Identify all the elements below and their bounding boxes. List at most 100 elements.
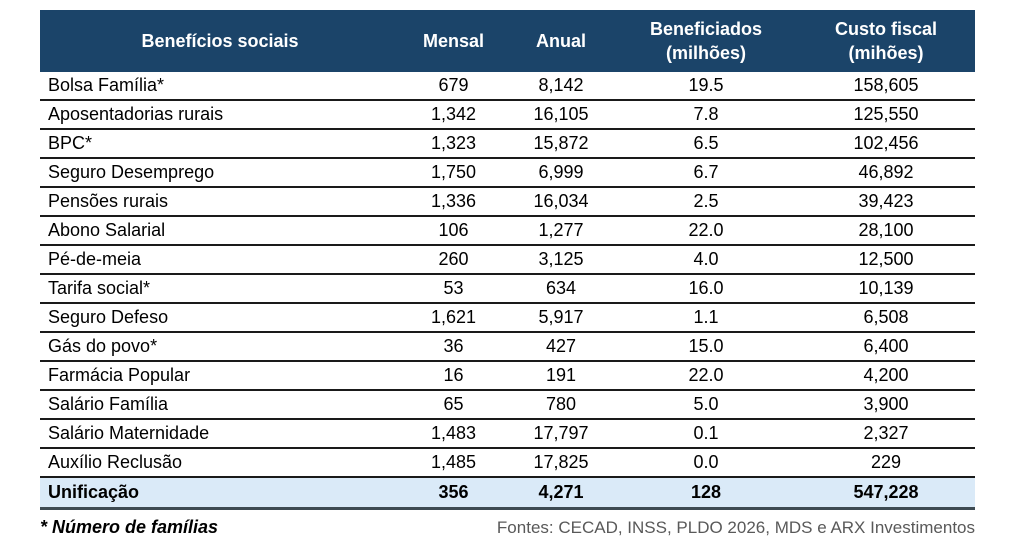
custo-fiscal-cell: 158,605 [797,72,975,101]
table-row: Bolsa Família* 679 8,142 19.5 158,605 [40,72,975,101]
custo-fiscal-cell: 12,500 [797,245,975,275]
benefit-name-cell: Salário Maternidade [40,419,400,449]
table-row: Pé-de-meia 260 3,125 4.0 12,500 [40,245,975,275]
benefit-name-cell: BPC* [40,129,400,159]
benefit-name-cell: Auxílio Reclusão [40,448,400,478]
anual-cell: 6,999 [507,158,615,188]
header-row: Benefícios sociais Mensal Anual Benefici… [40,10,975,72]
anual-cell: 634 [507,274,615,304]
custo-fiscal-cell: 2,327 [797,419,975,449]
benefits-table-figure: Benefícios sociais Mensal Anual Benefici… [40,10,975,537]
beneficiados-cell: 0.0 [615,448,797,478]
beneficiados-cell: 5.0 [615,390,797,420]
mensal-cell: 260 [400,245,507,275]
beneficiados-cell: 22.0 [615,361,797,391]
mensal-cell: 16 [400,361,507,391]
mensal-cell: 679 [400,72,507,101]
mensal-cell: 1,485 [400,448,507,478]
table-row: Aposentadorias rurais 1,342 16,105 7.8 125,5… [40,100,975,130]
table-row: BPC* 1,323 15,872 6.5 102,456 [40,129,975,159]
beneficiados-cell: 6.7 [615,158,797,188]
anual-cell: 780 [507,390,615,420]
mensal-cell: 1,750 [400,158,507,188]
mensal-cell: 1,342 [400,100,507,130]
mensal-cell: 1,621 [400,303,507,333]
anual-cell: 5,917 [507,303,615,333]
beneficiados-cell: 0.1 [615,419,797,449]
table-row: Seguro Defeso 1,621 5,917 1.1 6,508 [40,303,975,333]
beneficiados-cell: 19.5 [615,72,797,101]
sources: Fontes: CECAD, INSS, PLDO 2026, MDS e AR… [496,518,975,537]
beneficiados-cell: 2.5 [615,187,797,217]
anual-cell: 1,277 [507,216,615,246]
benefit-name-cell: Seguro Defeso [40,303,400,333]
mensal-cell: 53 [400,274,507,304]
beneficiados-cell: 7.8 [615,100,797,130]
anual-cell: 191 [507,361,615,391]
benefit-name-cell: Pensões rurais [40,187,400,217]
table-row: Pensões rurais 1,336 16,034 2.5 39,423 [40,187,975,217]
anual-cell: 8,142 [507,72,615,101]
benefit-name-cell: Aposentadorias rurais [40,100,400,130]
benefit-name-cell: Pé-de-meia [40,245,400,275]
table-row: Salário Maternidade 1,483 17,797 0.1 2,327 [40,419,975,449]
table-row: Seguro Desemprego 1,750 6,999 6.7 46,892 [40,158,975,188]
footnote: * Número de famílias [40,517,219,537]
anual-cell: 17,825 [507,448,615,478]
beneficiados-cell: 4.0 [615,245,797,275]
anual-cell: 15,872 [507,129,615,159]
anual-cell: 16,034 [507,187,615,217]
table-row: Farmácia Popular 16 191 22.0 4,200 [40,361,975,391]
benefit-name-cell: Gás do povo* [40,332,400,362]
custo-fiscal-cell: 102,456 [797,129,975,159]
beneficiados-cell: 16.0 [615,274,797,304]
benefit-name-cell: Seguro Desemprego [40,158,400,188]
column-header-mensal: Mensal [400,10,507,72]
custo-fiscal-cell: 39,423 [797,187,975,217]
table-row: Gás do povo* 36 427 15.0 6,400 [40,332,975,362]
custo-fiscal-cell: 547,228 [797,477,975,510]
custo-fiscal-cell: 6,508 [797,303,975,333]
anual-cell: 4,271 [507,477,615,510]
custo-fiscal-cell: 10,139 [797,274,975,304]
custo-fiscal-cell: 3,900 [797,390,975,420]
total-row: Unificação 356 4,271 128 547,228 [40,477,975,510]
table-header: Benefícios sociais Mensal Anual Benefici… [40,10,975,72]
benefit-name-cell: Unificação [40,477,400,510]
column-header-beneficios: Benefícios sociais [40,10,400,72]
mensal-cell: 36 [400,332,507,362]
table-body: Bolsa Família* 679 8,142 19.5 158,605 Aposent… [40,72,975,478]
anual-cell: 17,797 [507,419,615,449]
mensal-cell: 106 [400,216,507,246]
beneficiados-cell: 15.0 [615,332,797,362]
table-row: Salário Família 65 780 5.0 3,900 [40,390,975,420]
mensal-cell: 1,483 [400,419,507,449]
custo-fiscal-cell: 4,200 [797,361,975,391]
column-header-custo-fiscal: Custo fiscal (mihões) [797,10,975,72]
mensal-cell: 356 [400,477,507,510]
mensal-cell: 1,323 [400,129,507,159]
anual-cell: 3,125 [507,245,615,275]
benefits-table: Benefícios sociais Mensal Anual Benefici… [40,10,975,510]
mensal-cell: 65 [400,390,507,420]
custo-fiscal-cell: 6,400 [797,332,975,362]
custo-fiscal-cell: 46,892 [797,158,975,188]
beneficiados-cell: 6.5 [615,129,797,159]
mensal-cell: 1,336 [400,187,507,217]
benefit-name-cell: Salário Família [40,390,400,420]
custo-fiscal-cell: 28,100 [797,216,975,246]
table-row: Tarifa social* 53 634 16.0 10,139 [40,274,975,304]
benefit-name-cell: Tarifa social* [40,274,400,304]
beneficiados-cell: 1.1 [615,303,797,333]
table-total-section: Unificação 356 4,271 128 547,228 [40,477,975,510]
custo-fiscal-cell: 125,550 [797,100,975,130]
beneficiados-cell: 128 [615,477,797,510]
custo-fiscal-cell: 229 [797,448,975,478]
anual-cell: 427 [507,332,615,362]
beneficiados-cell: 22.0 [615,216,797,246]
column-header-anual: Anual [507,10,615,72]
benefit-name-cell: Abono Salarial [40,216,400,246]
column-header-beneficiados: Beneficiados (milhões) [615,10,797,72]
benefit-name-cell: Farmácia Popular [40,361,400,391]
anual-cell: 16,105 [507,100,615,130]
